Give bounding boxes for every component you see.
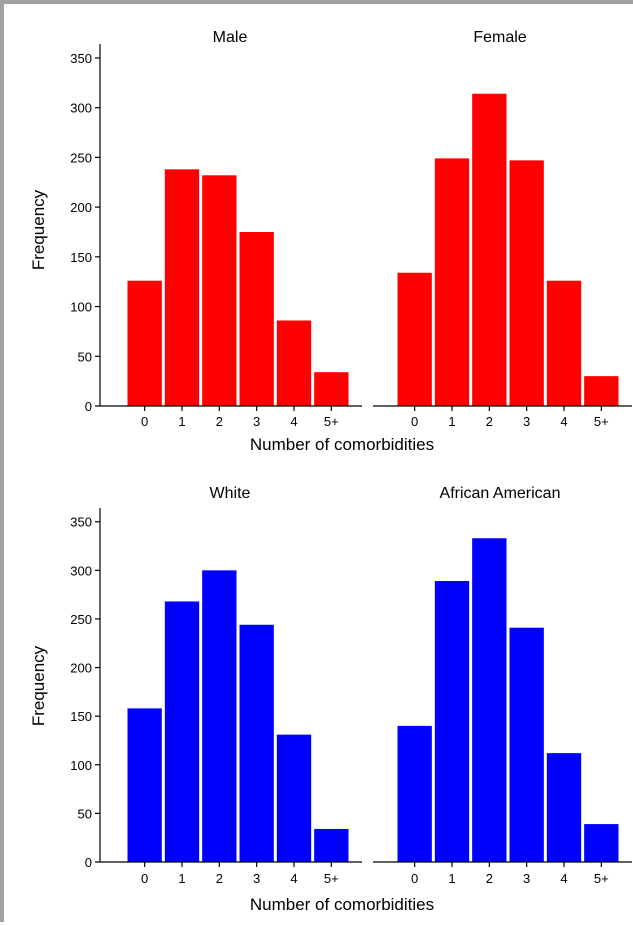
x-tick-label-3-5: 5+ xyxy=(594,871,609,886)
y-tick-label-2-3: 150 xyxy=(70,709,92,724)
x-tick-label-2-4: 4 xyxy=(290,871,297,886)
x-tick-label-0-3: 3 xyxy=(253,414,260,429)
y-tick-label-2-1: 50 xyxy=(78,806,92,821)
y-tick-label-2-5: 250 xyxy=(70,612,92,627)
bar-2-2 xyxy=(202,570,237,862)
y-tick-label-0-0: 0 xyxy=(85,399,92,414)
y-tick-label-0-7: 350 xyxy=(70,51,92,66)
x-tick-label-1-4: 4 xyxy=(560,414,567,429)
x-axis-label-2: Number of comorbidities xyxy=(250,895,434,914)
bar-3-2 xyxy=(472,538,507,862)
bar-1-5 xyxy=(584,376,619,406)
bar-1-3 xyxy=(509,160,544,406)
panel-title-1: Female xyxy=(473,29,526,46)
bar-1-0 xyxy=(397,272,432,406)
y-tick-label-2-7: 350 xyxy=(70,515,92,530)
bar-3-3 xyxy=(509,627,544,862)
y-tick-label-2-6: 300 xyxy=(70,563,92,578)
bar-0-5 xyxy=(314,372,349,406)
bar-0-2 xyxy=(202,175,237,406)
x-tick-label-2-1: 1 xyxy=(178,871,185,886)
x-tick-label-0-0: 0 xyxy=(141,414,148,429)
bar-3-5 xyxy=(584,824,619,862)
x-tick-label-3-0: 0 xyxy=(411,871,418,886)
bar-2-1 xyxy=(164,601,200,862)
bar-3-4 xyxy=(546,753,582,862)
x-tick-label-3-2: 2 xyxy=(486,871,493,886)
y-tick-label-0-5: 250 xyxy=(70,150,92,165)
bar-1-1 xyxy=(434,158,470,406)
x-tick-label-2-3: 3 xyxy=(253,871,260,886)
panel-title-0: Male xyxy=(213,29,248,46)
y-axis-label-2: Frequency xyxy=(29,645,48,726)
x-tick-label-1-5: 5+ xyxy=(594,414,609,429)
x-tick-label-1-1: 1 xyxy=(448,414,455,429)
bar-0-3 xyxy=(239,231,274,406)
x-tick-label-3-3: 3 xyxy=(523,871,530,886)
x-tick-label-1-0: 0 xyxy=(411,414,418,429)
y-axis-label-0: Frequency xyxy=(29,189,48,270)
x-tick-label-1-2: 2 xyxy=(486,414,493,429)
x-tick-label-0-5: 5+ xyxy=(324,414,339,429)
bar-2-5 xyxy=(314,828,349,862)
bar-2-3 xyxy=(239,624,274,862)
x-tick-label-0-1: 1 xyxy=(178,414,185,429)
y-tick-label-0-4: 200 xyxy=(70,200,92,215)
y-tick-label-0-3: 150 xyxy=(70,250,92,265)
bar-2-4 xyxy=(276,734,312,862)
y-tick-label-2-0: 0 xyxy=(85,855,92,870)
x-tick-label-2-0: 0 xyxy=(141,871,148,886)
y-tick-label-2-2: 100 xyxy=(70,758,92,773)
x-axis-label-0: Number of comorbidities xyxy=(250,435,434,454)
y-tick-label-2-4: 200 xyxy=(70,661,92,676)
panel-title-3: African American xyxy=(440,485,561,502)
x-tick-label-1-3: 3 xyxy=(523,414,530,429)
y-tick-label-0-6: 300 xyxy=(70,101,92,116)
panel-title-2: White xyxy=(210,485,251,502)
bar-0-0 xyxy=(127,280,162,406)
bar-0-1 xyxy=(164,169,200,406)
y-tick-label-0-1: 50 xyxy=(78,349,92,364)
bar-1-4 xyxy=(546,280,582,406)
x-tick-label-2-2: 2 xyxy=(216,871,223,886)
bar-3-0 xyxy=(397,725,432,862)
x-tick-label-2-5: 5+ xyxy=(324,871,339,886)
bar-3-1 xyxy=(434,581,470,862)
x-tick-label-0-4: 4 xyxy=(290,414,297,429)
bar-2-0 xyxy=(127,708,162,862)
y-tick-label-0-2: 100 xyxy=(70,300,92,315)
x-tick-label-3-4: 4 xyxy=(560,871,567,886)
x-tick-label-3-1: 1 xyxy=(448,871,455,886)
bar-1-2 xyxy=(472,93,507,406)
x-tick-label-0-2: 2 xyxy=(216,414,223,429)
bar-0-4 xyxy=(276,320,312,406)
